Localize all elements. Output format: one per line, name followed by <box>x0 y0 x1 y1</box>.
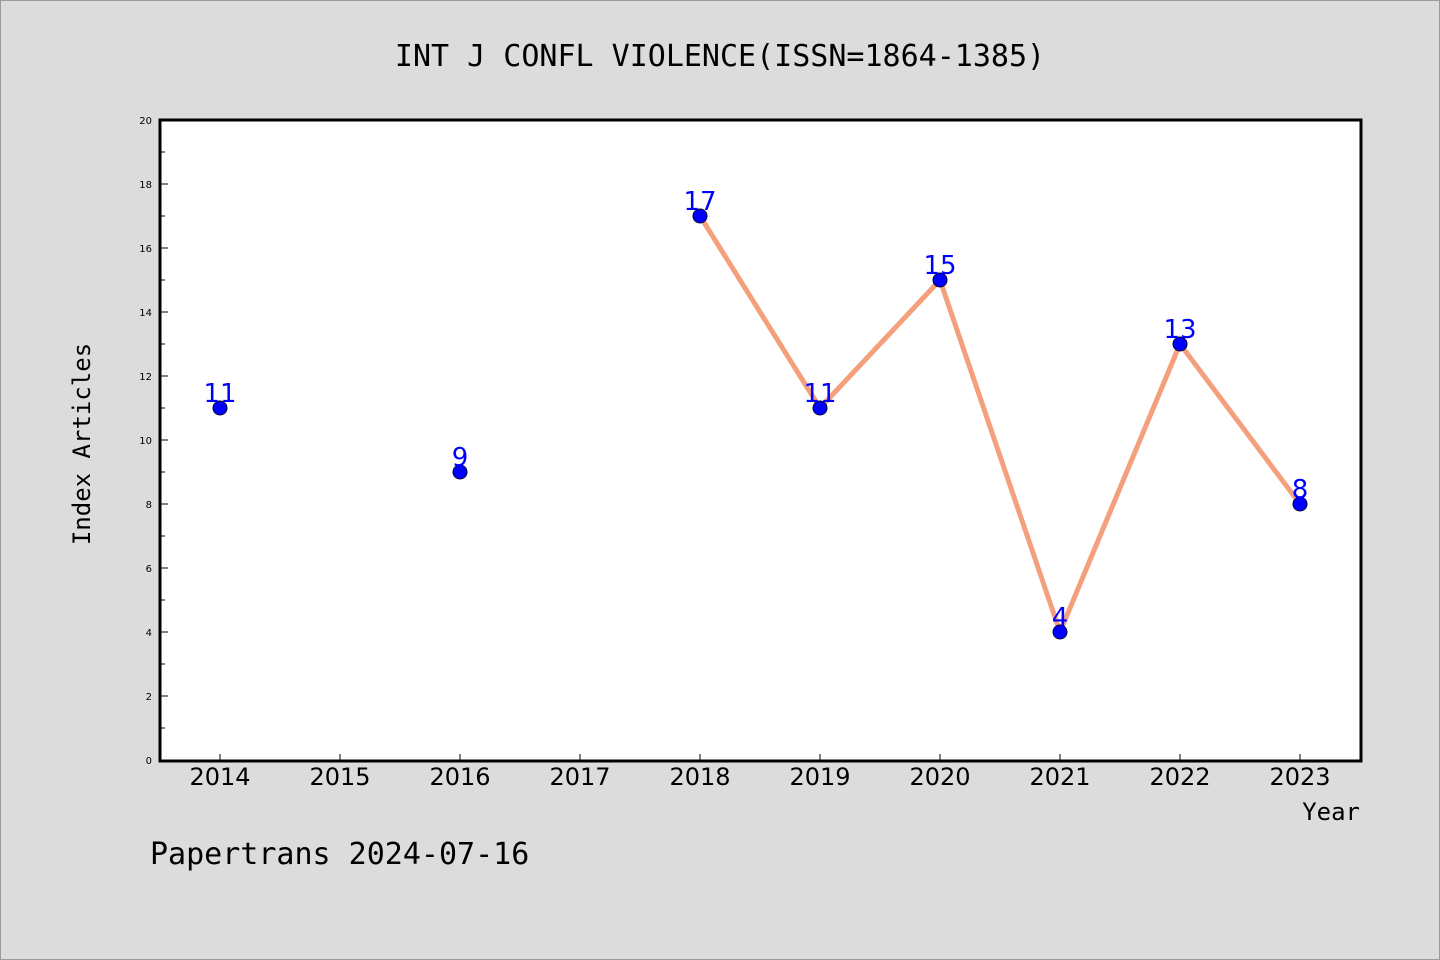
data-series: 11 9 17 11 15 4 13 8 <box>203 187 1309 640</box>
data-point <box>812 400 828 416</box>
y-tick-label: 16 <box>139 244 152 255</box>
x-tick-label: 2018 <box>669 763 730 791</box>
y-tick-label: 4 <box>146 628 152 639</box>
y-tick-label: 10 <box>139 436 152 447</box>
x-tick-label: 2022 <box>1149 763 1210 791</box>
x-tick-label: 2014 <box>189 763 250 791</box>
data-point <box>692 208 708 224</box>
x-tick-label: 2021 <box>1029 763 1090 791</box>
x-tick-label: 2016 <box>429 763 490 791</box>
data-point <box>452 464 468 480</box>
series-line-segment <box>1057 341 1183 635</box>
data-label: 11 <box>203 379 236 409</box>
data-label: 13 <box>1163 315 1196 345</box>
data-label: 4 <box>1052 603 1069 633</box>
plot-area <box>158 118 1363 763</box>
x-axis-ticks: 2014 2015 2016 2017 2018 2019 2020 2021 2022 2023 <box>189 754 1331 791</box>
y-tick-label: 8 <box>146 500 152 511</box>
x-tick-label: 2020 <box>909 763 970 791</box>
footer-credit: Papertrans 2024-07-16 <box>150 837 529 872</box>
data-point <box>1052 624 1068 640</box>
y-tick-label: 12 <box>139 372 152 383</box>
data-point <box>1172 336 1188 352</box>
y-tick-label: 20 <box>139 116 152 127</box>
x-tick-label: 2019 <box>789 763 850 791</box>
data-label: 15 <box>923 251 956 281</box>
x-tick-label: 2023 <box>1269 763 1330 791</box>
data-label: 17 <box>683 187 716 217</box>
data-label: 9 <box>452 443 469 473</box>
data-label: 8 <box>1292 475 1309 505</box>
data-point <box>212 400 228 416</box>
y-tick-label: 18 <box>139 180 152 191</box>
y-tick-label: 6 <box>146 564 152 575</box>
data-point <box>1292 496 1308 512</box>
chart-title: INT J CONFL VIOLENCE(ISSN=1864-1385) <box>395 39 1045 74</box>
y-axis-ticks: 0 2 4 6 8 10 12 14 16 18 20 <box>139 116 168 767</box>
series-line-segment <box>937 277 1063 635</box>
x-tick-label: 2017 <box>549 763 610 791</box>
y-tick-label: 14 <box>139 308 152 319</box>
series-line-segment <box>697 213 823 411</box>
y-tick-label: 0 <box>146 756 152 767</box>
x-axis-label: Year <box>1302 798 1360 826</box>
y-tick-label: 2 <box>146 692 152 703</box>
data-point <box>932 272 948 288</box>
data-label: 11 <box>803 379 836 409</box>
series-line-segment <box>1177 341 1303 507</box>
y-axis-label: Index Articles <box>68 343 96 545</box>
x-tick-label: 2015 <box>309 763 370 791</box>
series-line-segment <box>817 277 943 411</box>
